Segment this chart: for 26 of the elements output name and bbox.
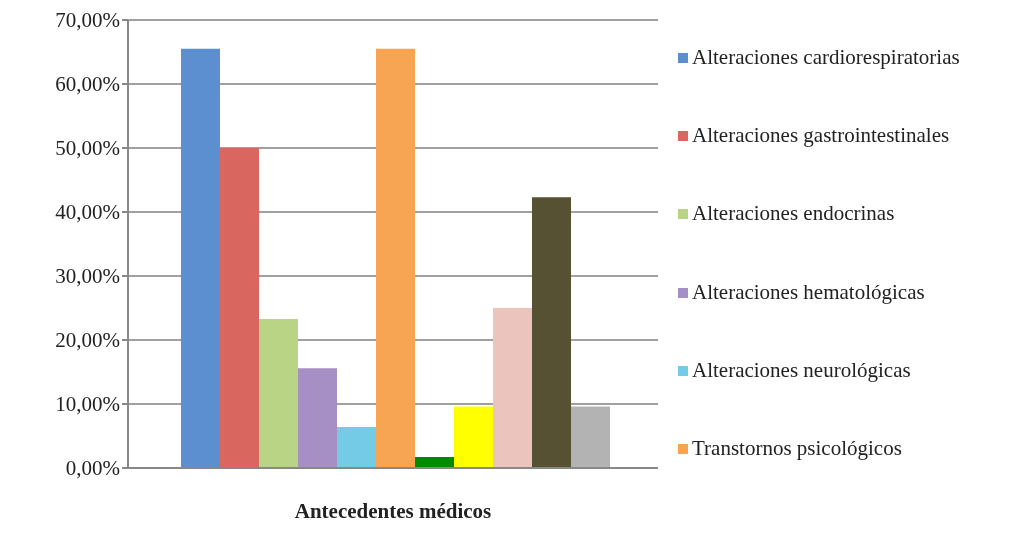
y-tick-label: 50,00%: [55, 136, 120, 161]
y-tick-label: 10,00%: [55, 392, 120, 417]
y-tick-label: 20,00%: [55, 328, 120, 353]
y-tick-label: 70,00%: [55, 8, 120, 33]
bar: [376, 48, 415, 468]
legend-label: Alteraciones hematológicas: [692, 279, 925, 305]
legend-label: Alteraciones cardiorespiratorias: [692, 44, 960, 70]
y-tick-label: 0,00%: [65, 456, 120, 481]
legend-label: Alteraciones gastrointestinales: [692, 122, 950, 148]
legend-label: Alteraciones endocrinas: [692, 201, 895, 227]
bar: [259, 318, 298, 468]
bar: [454, 406, 493, 468]
y-tick-label: 60,00%: [55, 72, 120, 97]
bar: [220, 148, 259, 468]
legend-label: Alteraciones neurológicas: [692, 357, 911, 383]
bar: [571, 406, 610, 468]
legend-label: Transtornos psicológicos: [692, 436, 902, 462]
x-axis-title: Antecedentes médicos: [294, 499, 492, 523]
bar: [532, 197, 571, 468]
bar: [337, 427, 376, 468]
bar: [181, 48, 220, 468]
y-tick-label: 40,00%: [55, 200, 120, 225]
bar: [415, 457, 454, 468]
y-tick-label: 30,00%: [55, 264, 120, 289]
bar: [298, 368, 337, 468]
bar: [493, 308, 532, 468]
